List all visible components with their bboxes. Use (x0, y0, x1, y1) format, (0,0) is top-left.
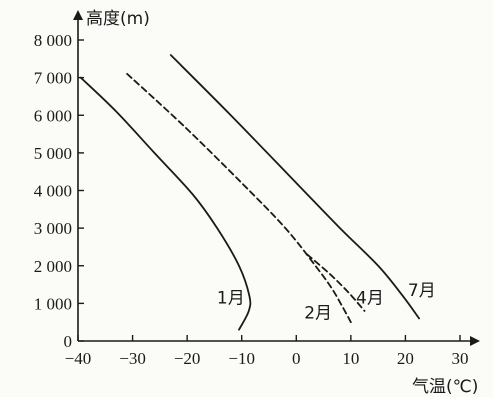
series-labels: 1月 2月 4月 7月 (217, 281, 436, 324)
x-tick-label: −10 (228, 349, 255, 368)
x-axis-title: 气温(℃) (412, 377, 478, 397)
series-label-2: 2月 (304, 303, 332, 323)
y-tick-label: 3 000 (34, 219, 72, 238)
y-tick-label: 2 000 (34, 257, 72, 276)
y-tick-label: 6 000 (34, 106, 72, 125)
series-line-3 (306, 253, 366, 312)
series-line-1 (79, 76, 252, 331)
series-line-4 (169, 54, 420, 320)
x-tick-label: 10 (342, 349, 359, 368)
x-axis-arrow (470, 336, 480, 346)
y-axis-ticks: 0 1 000 2 000 3 000 4 000 5 000 6 000 7 000 8 00… (34, 31, 84, 351)
x-tick-label: −30 (119, 349, 146, 368)
y-tick-label: 0 (64, 332, 73, 351)
y-tick-label: 7 000 (34, 69, 72, 88)
y-tick-label: 4 000 (34, 182, 72, 201)
y-axis-title: 高度(m) (86, 9, 150, 29)
x-tick-label: −20 (174, 349, 201, 368)
series-lines (79, 54, 420, 331)
series-label-4: 7月 (408, 281, 436, 301)
series-label-3: 4月 (356, 288, 384, 308)
series-label-1: 1月 (217, 288, 245, 308)
y-tick-label: 5 000 (34, 144, 72, 163)
x-tick-label: 30 (452, 349, 469, 368)
x-tick-label: 0 (292, 349, 301, 368)
series-line-2 (126, 72, 352, 324)
y-tick-label: 8 000 (34, 31, 72, 50)
y-tick-label: 1 000 (34, 294, 72, 313)
axes (73, 10, 480, 346)
y-axis-arrow (73, 10, 83, 20)
x-tick-label: 20 (397, 349, 414, 368)
x-axis-ticks: −40 −30 −20 −10 0 10 20 30 (65, 335, 469, 368)
x-tick-label: −40 (65, 349, 92, 368)
